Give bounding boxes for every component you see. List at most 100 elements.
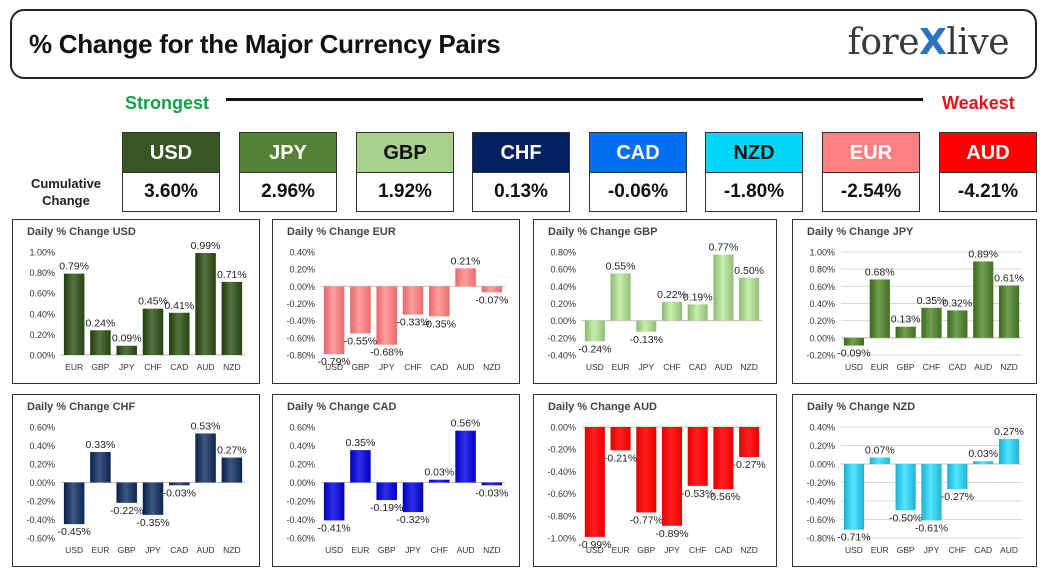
y-tick-label: 0.00% bbox=[550, 423, 576, 433]
chart-panel-4: -0.20% 0.00% 0.20% 0.40% 0.60% 0.80% 1.00% -0.0… bbox=[792, 219, 1037, 384]
x-tick-label: USD bbox=[325, 362, 343, 372]
strength-scale-line bbox=[226, 98, 923, 101]
data-label: -0.53% bbox=[681, 488, 714, 500]
data-label: 0.27% bbox=[217, 445, 247, 457]
x-tick-label: USD bbox=[586, 362, 604, 372]
data-label: -0.33% bbox=[396, 317, 429, 329]
bar-aud bbox=[713, 254, 734, 321]
data-label: 0.45% bbox=[138, 296, 168, 308]
data-label: 0.99% bbox=[191, 240, 221, 252]
bar-cad bbox=[429, 286, 450, 317]
weakest-label: Weakest bbox=[942, 93, 1015, 113]
y-tick-label: -0.20% bbox=[547, 445, 576, 455]
bar-aud bbox=[998, 439, 1020, 464]
bar-usd bbox=[584, 427, 605, 537]
y-tick-label: 0.60% bbox=[29, 289, 55, 299]
x-tick-label: GBP bbox=[378, 545, 396, 555]
currency-name: USD bbox=[123, 133, 219, 173]
x-tick-label: GBP bbox=[637, 545, 655, 555]
bar-eur bbox=[610, 427, 631, 451]
currency-cumulative-value: 0.13% bbox=[473, 173, 569, 211]
y-tick-label: -0.80% bbox=[286, 351, 315, 361]
currency-cumulative-value: -1.80% bbox=[706, 173, 802, 211]
x-tick-label: NZD bbox=[223, 545, 240, 555]
x-tick-label: JPY bbox=[924, 545, 940, 555]
y-tick-label: 0.00% bbox=[809, 460, 835, 470]
x-tick-label: USD bbox=[845, 545, 863, 555]
bar-chart: -1.00% -0.80% -0.60% -0.40% -0.20% 0.00% -0.99… bbox=[547, 423, 766, 556]
bar-usd bbox=[323, 286, 345, 355]
y-tick-label: -0.20% bbox=[286, 299, 315, 309]
bar-gbp bbox=[895, 464, 916, 511]
y-tick-label: 0.00% bbox=[29, 478, 55, 488]
y-tick-label: 0.80% bbox=[550, 248, 576, 258]
data-label: -0.79% bbox=[318, 356, 351, 368]
y-tick-label: 0.60% bbox=[809, 282, 835, 292]
bar-gbp bbox=[90, 330, 111, 355]
bar-nzd bbox=[739, 277, 760, 321]
data-label: -0.03% bbox=[475, 487, 508, 499]
data-label: -0.27% bbox=[733, 459, 766, 471]
bar-chf bbox=[429, 479, 450, 483]
chart-title: Daily % Change EUR bbox=[287, 226, 396, 238]
currency-box-aud: AUD -4.21% bbox=[939, 132, 1037, 212]
data-label: 0.09% bbox=[112, 333, 142, 345]
bar-chart: -0.20% 0.00% 0.20% 0.40% 0.60% 0.80% 1.00% -0.0… bbox=[806, 248, 1023, 373]
data-label: -0.27% bbox=[941, 491, 974, 503]
y-tick-label: 1.00% bbox=[809, 248, 835, 258]
x-tick-label: CHF bbox=[404, 362, 421, 372]
bar-chart: -0.60% -0.40% -0.20% 0.00% 0.20% 0.40% 0.60% -0… bbox=[286, 418, 508, 555]
y-tick-label: 0.80% bbox=[809, 265, 835, 275]
bar-chart: -0.80% -0.60% -0.40% -0.20% 0.00% 0.20% 0.40% -… bbox=[806, 423, 1023, 556]
y-tick-label: -0.80% bbox=[547, 511, 576, 521]
bar-eur bbox=[350, 450, 371, 483]
bar-chf bbox=[402, 286, 424, 315]
y-tick-label: 0.60% bbox=[550, 265, 576, 275]
data-label: -0.32% bbox=[396, 514, 429, 526]
x-tick-label: AUD bbox=[714, 362, 732, 372]
x-tick-label: NZD bbox=[740, 545, 757, 555]
chart-title: Daily % Change CHF bbox=[27, 401, 136, 413]
currency-cumulative-value: -0.06% bbox=[590, 173, 686, 211]
bar-jpy bbox=[142, 482, 164, 515]
y-tick-label: 0.40% bbox=[289, 441, 315, 451]
data-label: -0.77% bbox=[630, 514, 663, 526]
data-label: 0.21% bbox=[451, 255, 481, 267]
bar-usd bbox=[323, 482, 345, 521]
bar-nzd bbox=[221, 281, 243, 355]
data-label: 0.03% bbox=[968, 448, 998, 460]
data-label: 0.07% bbox=[865, 445, 895, 457]
y-tick-label: -0.20% bbox=[806, 351, 835, 361]
strongest-label: Strongest bbox=[125, 93, 210, 113]
bar-gbp bbox=[636, 427, 657, 513]
x-tick-label: JPY bbox=[119, 362, 135, 372]
data-label: -0.07% bbox=[475, 294, 508, 306]
currency-cumulative-value: -4.21% bbox=[940, 173, 1036, 211]
bar-cad bbox=[713, 427, 734, 490]
data-label: 0.24% bbox=[86, 317, 116, 329]
y-tick-label: -0.60% bbox=[806, 515, 835, 525]
currency-box-cad: CAD -0.06% bbox=[589, 132, 687, 212]
bar-cad bbox=[169, 312, 190, 355]
y-tick-label: -1.00% bbox=[547, 534, 576, 544]
data-label: 0.56% bbox=[451, 418, 481, 430]
chart-title: Daily % Change JPY bbox=[807, 226, 914, 238]
currency-box-jpy: JPY 2.96% bbox=[239, 132, 337, 212]
y-tick-label: 0.40% bbox=[289, 248, 315, 258]
bar-aud bbox=[973, 261, 994, 338]
chart-panel-6: -0.60% -0.40% -0.20% 0.00% 0.20% 0.40% 0.60% -0… bbox=[272, 394, 520, 567]
y-tick-label: 0.20% bbox=[29, 460, 55, 470]
x-tick-label: GBP bbox=[897, 545, 915, 555]
x-tick-label: AUD bbox=[197, 362, 215, 372]
bar-nzd bbox=[221, 457, 243, 483]
data-label: 0.55% bbox=[606, 260, 636, 272]
currency-name: JPY bbox=[240, 133, 336, 173]
y-tick-label: 0.40% bbox=[809, 299, 835, 309]
bar-chf bbox=[921, 307, 942, 338]
y-tick-label: -0.40% bbox=[547, 351, 576, 361]
data-label: -0.03% bbox=[163, 487, 196, 499]
y-tick-label: 0.60% bbox=[29, 423, 55, 433]
bar-gbp bbox=[376, 482, 397, 501]
data-label: -0.89% bbox=[655, 528, 688, 540]
bar-eur bbox=[869, 279, 890, 338]
